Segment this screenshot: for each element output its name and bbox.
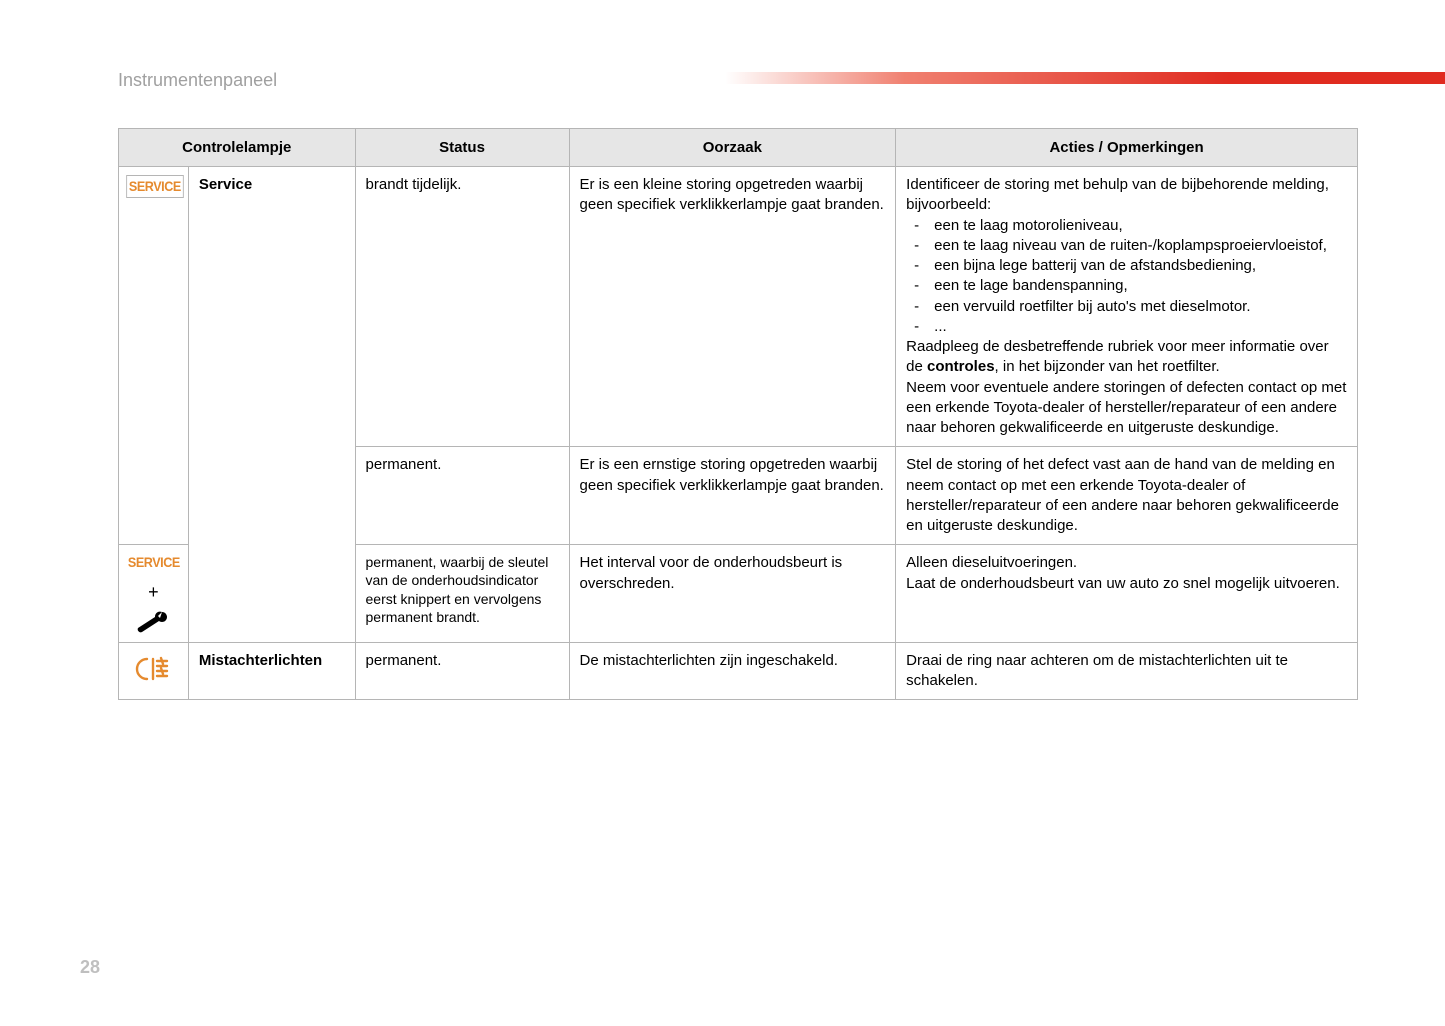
- lamp-name: Service: [188, 167, 355, 643]
- action-intro: Identificeer de storing met behulp van d…: [906, 175, 1347, 216]
- cause-cell: De mistachterlichten zijn ingeschakeld.: [569, 642, 896, 700]
- action-cell: Identificeer de storing met behulp van d…: [896, 167, 1358, 447]
- service-icon: SERVICE: [127, 553, 179, 572]
- list-item: een bijna lege batterij van de afstandsb…: [934, 256, 1347, 276]
- list-item: een vervuild roetfilter bij auto's met d…: [934, 297, 1347, 317]
- col-status: Status: [355, 129, 569, 167]
- fog-light-icon-cell: [119, 642, 189, 700]
- wrench-icon: [123, 610, 184, 634]
- cause-cell: Het interval voor de onderhoudsbeurt is …: [569, 545, 896, 643]
- header-gradient-bar: [725, 72, 1445, 84]
- action-after-2: Neem voor eventuele andere storingen of …: [906, 378, 1347, 439]
- col-actions: Acties / Opmerkingen: [896, 129, 1358, 167]
- plus-icon: +: [123, 580, 184, 604]
- col-cause: Oorzaak: [569, 129, 896, 167]
- table-row: SERVICE Service brandt tijdelijk. Er is …: [119, 167, 1358, 447]
- status-cell: permanent, waarbij de sleutel van de ond…: [355, 545, 569, 643]
- service-wrench-icon-cell: SERVICE +: [119, 545, 189, 643]
- action-cell: Stel de storing of het defect vast aan d…: [896, 447, 1358, 545]
- table-header-row: Controlelampje Status Oorzaak Acties / O…: [119, 129, 1358, 167]
- list-item: ...: [934, 317, 1347, 337]
- list-item: een te lage bandenspanning,: [934, 276, 1347, 296]
- lamp-name: Mistachterlichten: [188, 642, 355, 700]
- list-item: een te laag motorolieniveau,: [934, 216, 1347, 236]
- status-cell: permanent.: [355, 642, 569, 700]
- list-item: een te laag niveau van de ruiten-/koplam…: [934, 236, 1347, 256]
- action-list: een te laag motorolieniveau, een te laag…: [906, 216, 1347, 338]
- action-after-1: Raadpleeg de desbetreffende rubriek voor…: [906, 337, 1347, 378]
- action-cell: Alleen dieseluitvoeringen. Laat de onder…: [896, 545, 1358, 643]
- service-icon: SERVICE: [126, 175, 183, 198]
- table-row: Mistachterlichten permanent. De mistacht…: [119, 642, 1358, 700]
- col-lamp: Controlelampje: [119, 129, 356, 167]
- service-icon-cell: SERVICE: [119, 167, 189, 545]
- warning-lights-table: Controlelampje Status Oorzaak Acties / O…: [118, 128, 1358, 700]
- page-number: 28: [80, 957, 100, 978]
- cause-cell: Er is een kleine storing opgetreden waar…: [569, 167, 896, 447]
- status-cell: permanent.: [355, 447, 569, 545]
- status-cell: brandt tijdelijk.: [355, 167, 569, 447]
- rear-fog-light-icon: [123, 655, 184, 683]
- cause-cell: Er is een ernstige storing opgetreden wa…: [569, 447, 896, 545]
- section-title: Instrumentenpaneel: [118, 70, 277, 91]
- action-cell: Draai de ring naar achteren om de mistac…: [896, 642, 1358, 700]
